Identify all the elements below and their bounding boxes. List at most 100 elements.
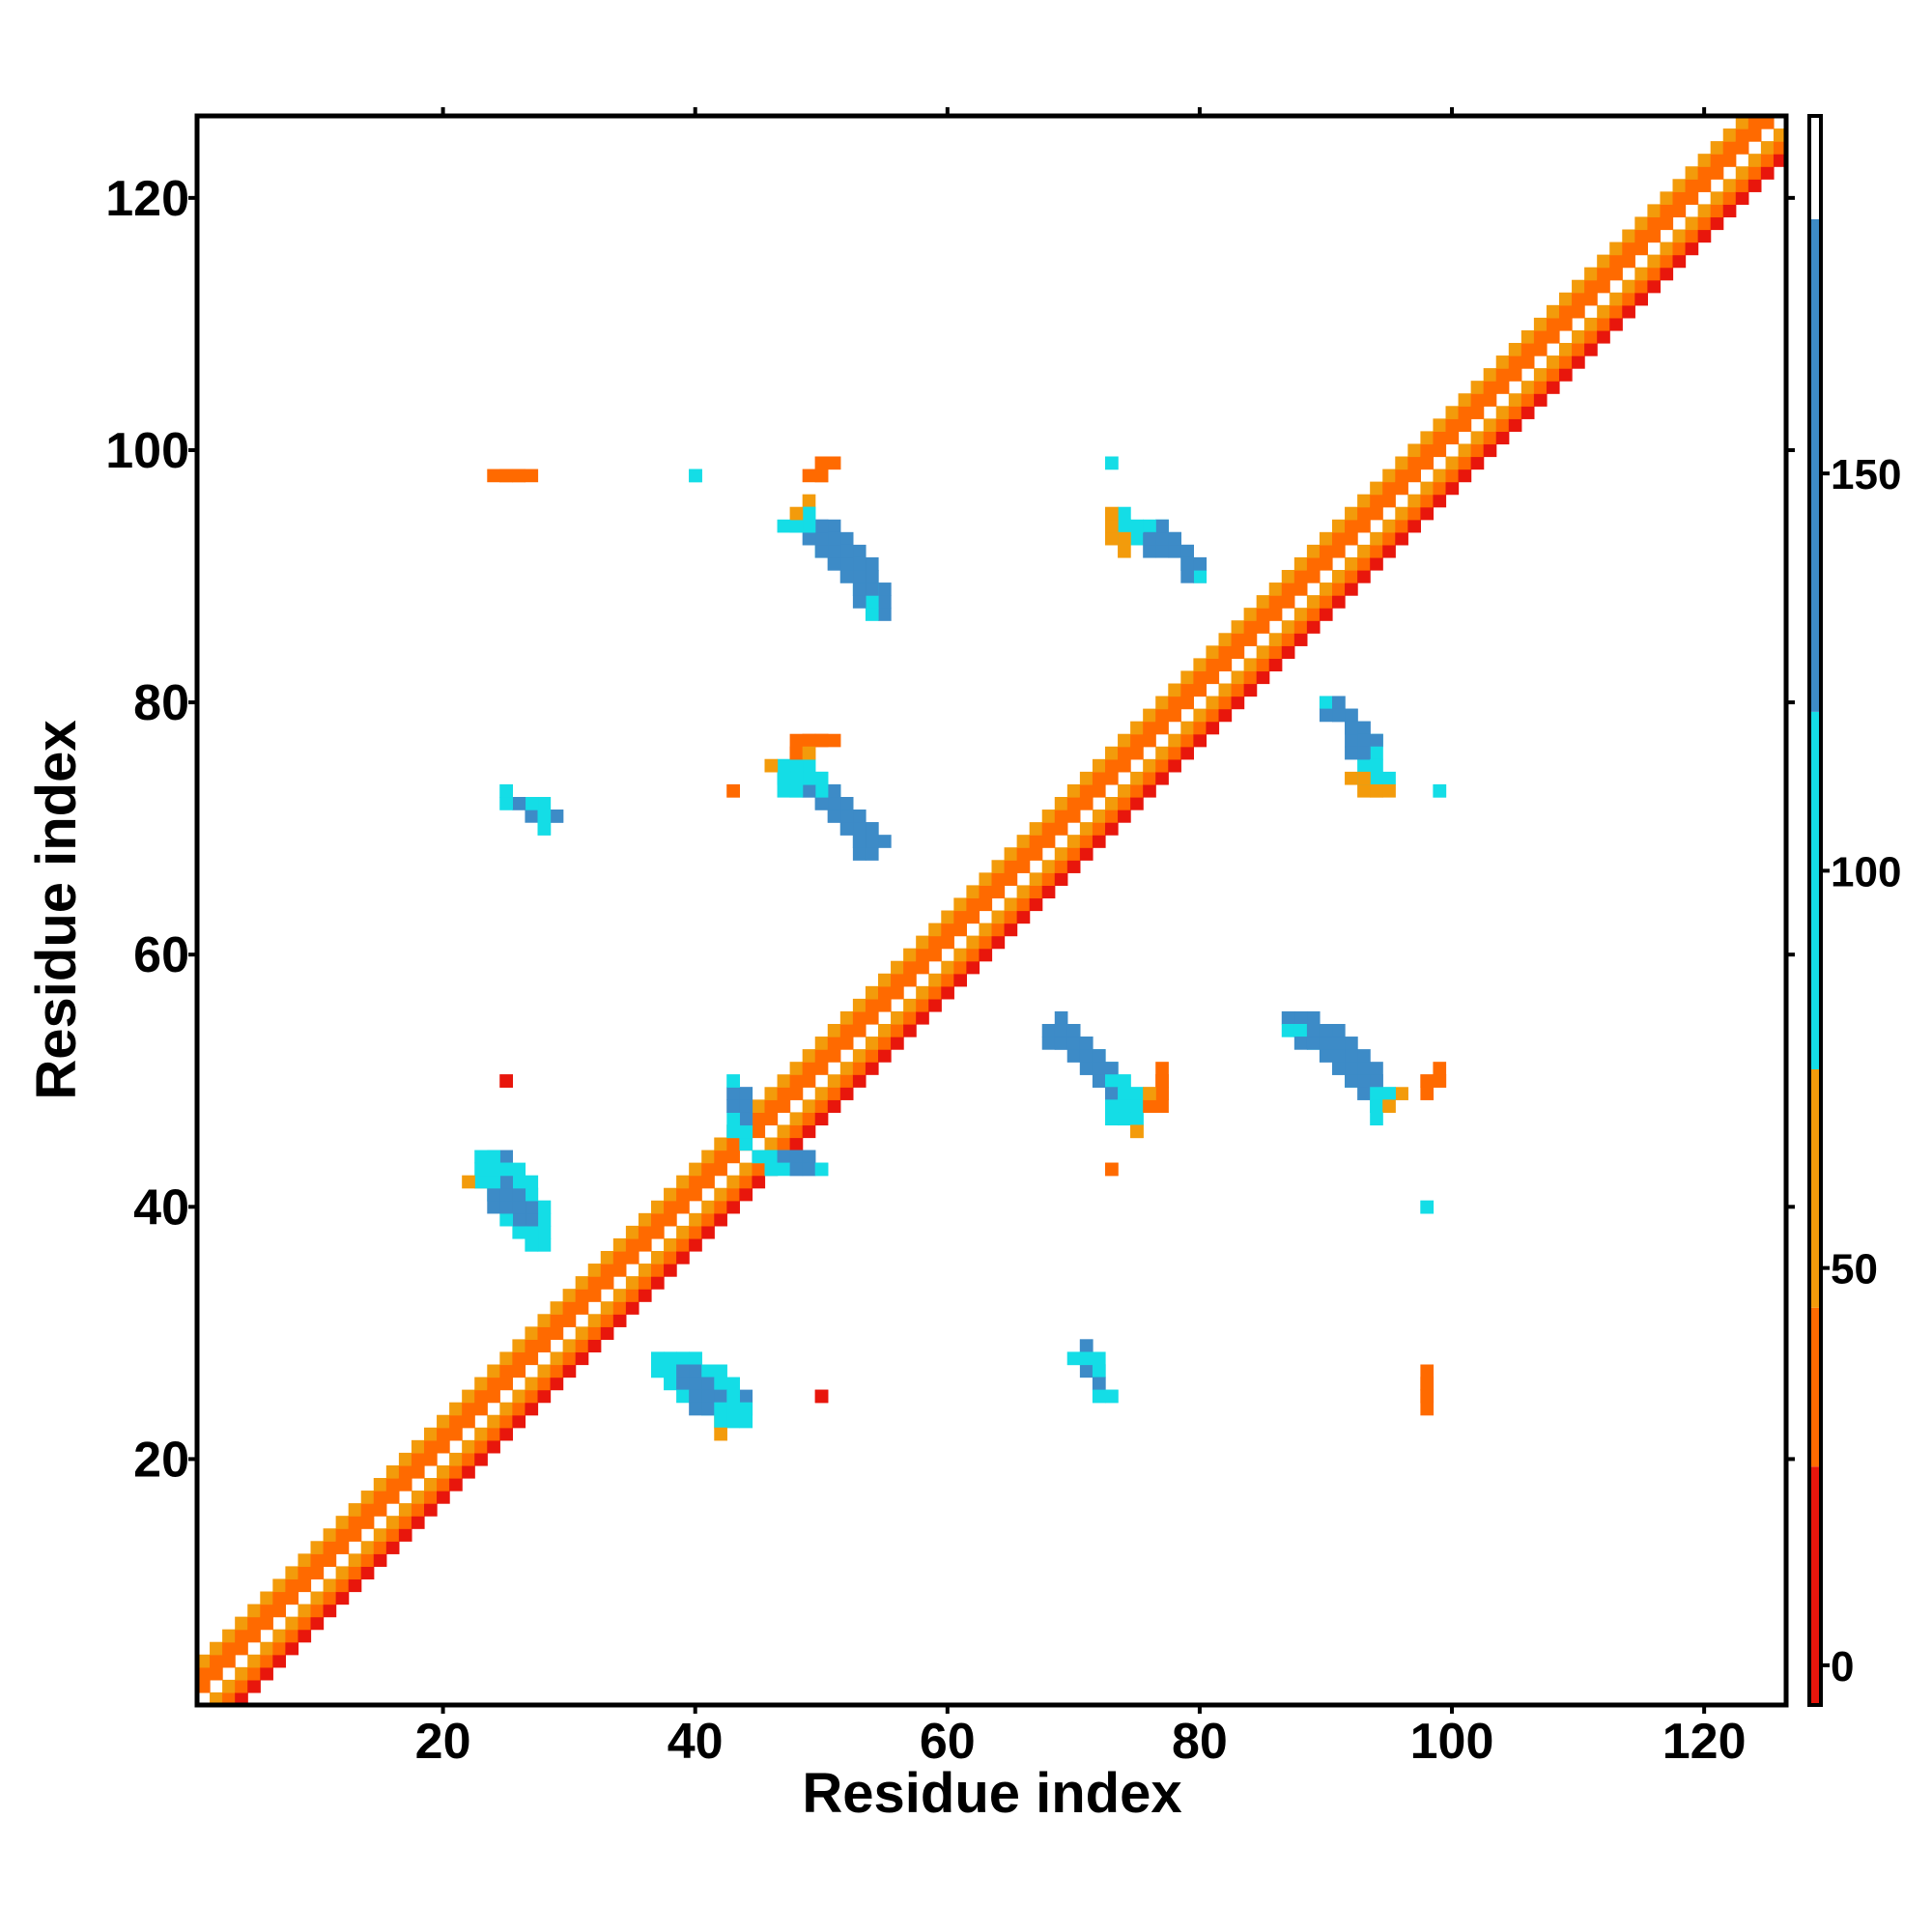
diagonal-cell (839, 1010, 854, 1025)
diagonal-cell (1319, 595, 1333, 609)
diagonal-cell (1243, 670, 1258, 685)
diagonal-cell (1697, 154, 1712, 167)
diagonal-cell (1495, 381, 1510, 394)
diagonal-cell (1483, 368, 1497, 382)
diagonal-cell (1155, 708, 1169, 723)
diagonal-cell (739, 1175, 753, 1189)
diagonal-cell (979, 872, 993, 886)
contact-cell (676, 1377, 690, 1391)
diagonal-cell (1508, 393, 1522, 407)
diagonal-cell (1256, 595, 1270, 609)
diagonal-cell (1546, 368, 1560, 382)
contact-cell (1105, 456, 1119, 470)
contact-cell (764, 1150, 779, 1164)
contact-cell (1041, 1037, 1056, 1050)
contact-cell (1420, 1074, 1435, 1088)
diagonal-cell (1332, 595, 1346, 609)
contact-cell (777, 519, 791, 533)
diagonal-cell (839, 1037, 854, 1050)
contact-cell (525, 1212, 539, 1227)
diagonal-cell (1281, 570, 1295, 583)
diagonal-cell (638, 1276, 652, 1290)
contact-cell (1357, 1074, 1371, 1088)
contact-cell (1118, 1087, 1131, 1100)
diagonal-cell (1193, 683, 1208, 697)
diagonal-cell (916, 935, 929, 950)
contact-cell (537, 1225, 552, 1239)
diagonal-cell (1193, 708, 1208, 723)
diagonal-cell (1319, 608, 1333, 621)
diagonal-cell (285, 1591, 299, 1605)
diagonal-cell (1546, 317, 1560, 331)
diagonal-cell (865, 998, 879, 1012)
contact-cell (1105, 531, 1119, 546)
diagonal-cell (1697, 204, 1712, 218)
diagonal-cell (1495, 368, 1510, 382)
diagonal-cell (1004, 923, 1018, 937)
contact-cell (1105, 506, 1119, 521)
diagonal-cell (1066, 847, 1081, 861)
contact-cell (839, 797, 854, 810)
contact-cell (525, 1237, 539, 1252)
diagonal-cell (487, 1414, 500, 1429)
diagonal-cell (360, 1503, 375, 1517)
colorbar-tick-label: 100 (1831, 848, 1901, 895)
diagonal-cell (1345, 556, 1358, 571)
diagonal-cell (398, 1478, 412, 1492)
diagonal-cell (1243, 633, 1258, 646)
diagonal-cell (1004, 847, 1018, 861)
diagonal-cell (1445, 481, 1460, 496)
contact-cell (1370, 1074, 1383, 1088)
diagonal-cell (1710, 166, 1724, 180)
diagonal-cell (1520, 406, 1535, 419)
diagonal-cell (1193, 721, 1208, 735)
diagonal-cell (1647, 229, 1662, 243)
diagonal-cell (411, 1503, 425, 1517)
contact-cell (865, 822, 879, 836)
diagonal-cell (550, 1314, 564, 1327)
diagonal-cell (827, 1099, 841, 1113)
diagonal-cell (197, 1679, 211, 1693)
diagonal-cell (689, 1162, 702, 1177)
contact-cell (865, 582, 879, 596)
diagonal-cell (1470, 443, 1485, 458)
diagonal-cell (891, 960, 904, 975)
diagonal-cell (941, 973, 954, 987)
diagonal-cell (1685, 216, 1699, 231)
diagonal-cell (1458, 469, 1472, 483)
diagonal-cell (247, 1679, 261, 1693)
diagonal-cell (1634, 279, 1648, 294)
contact-cell (1105, 1099, 1119, 1113)
diagonal-cell (1268, 595, 1283, 609)
diagonal-cell (1760, 141, 1775, 155)
diagonal-cell (1180, 721, 1194, 735)
diagonal-cell (878, 1049, 892, 1063)
diagonal-cell (651, 1212, 665, 1227)
diagonal-cell (1029, 872, 1043, 886)
diagonal-cell (1433, 469, 1447, 483)
diagonal-cell (1407, 456, 1421, 470)
contact-cell (827, 456, 841, 470)
contact-cell (474, 1162, 488, 1177)
diagonal-cell (1370, 556, 1383, 571)
diagonal-cell (714, 1200, 727, 1214)
diagonal-cell (474, 1427, 488, 1441)
diagonal-cell (1546, 329, 1560, 344)
diagonal-cell (1130, 746, 1144, 760)
diagonal-cell (462, 1464, 475, 1479)
diagonal-cell (1685, 179, 1699, 192)
diagonal-cell (1483, 443, 1497, 458)
diagonal-cell (689, 1237, 702, 1252)
contact-cell (525, 1187, 539, 1202)
diagonal-cell (197, 1654, 211, 1668)
diagonal-cell (664, 1212, 677, 1227)
diagonal-cell (953, 897, 967, 912)
diagonal-cell (1760, 116, 1775, 129)
diagonal-cell (1143, 771, 1156, 785)
contact-cell (839, 531, 854, 546)
diagonal-cell (1760, 154, 1775, 167)
diagonal-cell (916, 998, 929, 1012)
contact-cell (1130, 519, 1144, 533)
diagonal-cell (298, 1604, 312, 1618)
diagonal-cell (335, 1578, 350, 1593)
